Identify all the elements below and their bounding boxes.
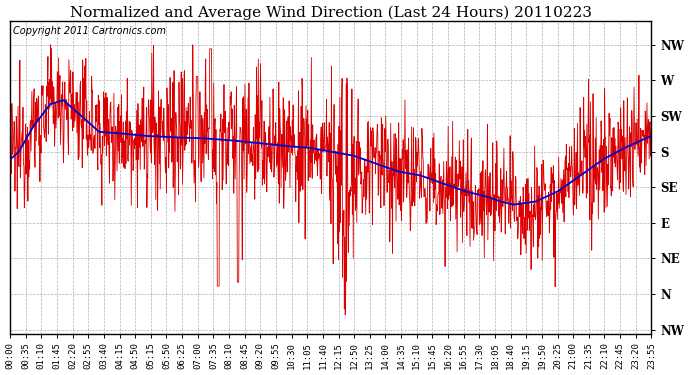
Title: Normalized and Average Wind Direction (Last 24 Hours) 20110223: Normalized and Average Wind Direction (L…	[70, 6, 592, 20]
Text: Copyright 2011 Cartronics.com: Copyright 2011 Cartronics.com	[13, 26, 166, 36]
